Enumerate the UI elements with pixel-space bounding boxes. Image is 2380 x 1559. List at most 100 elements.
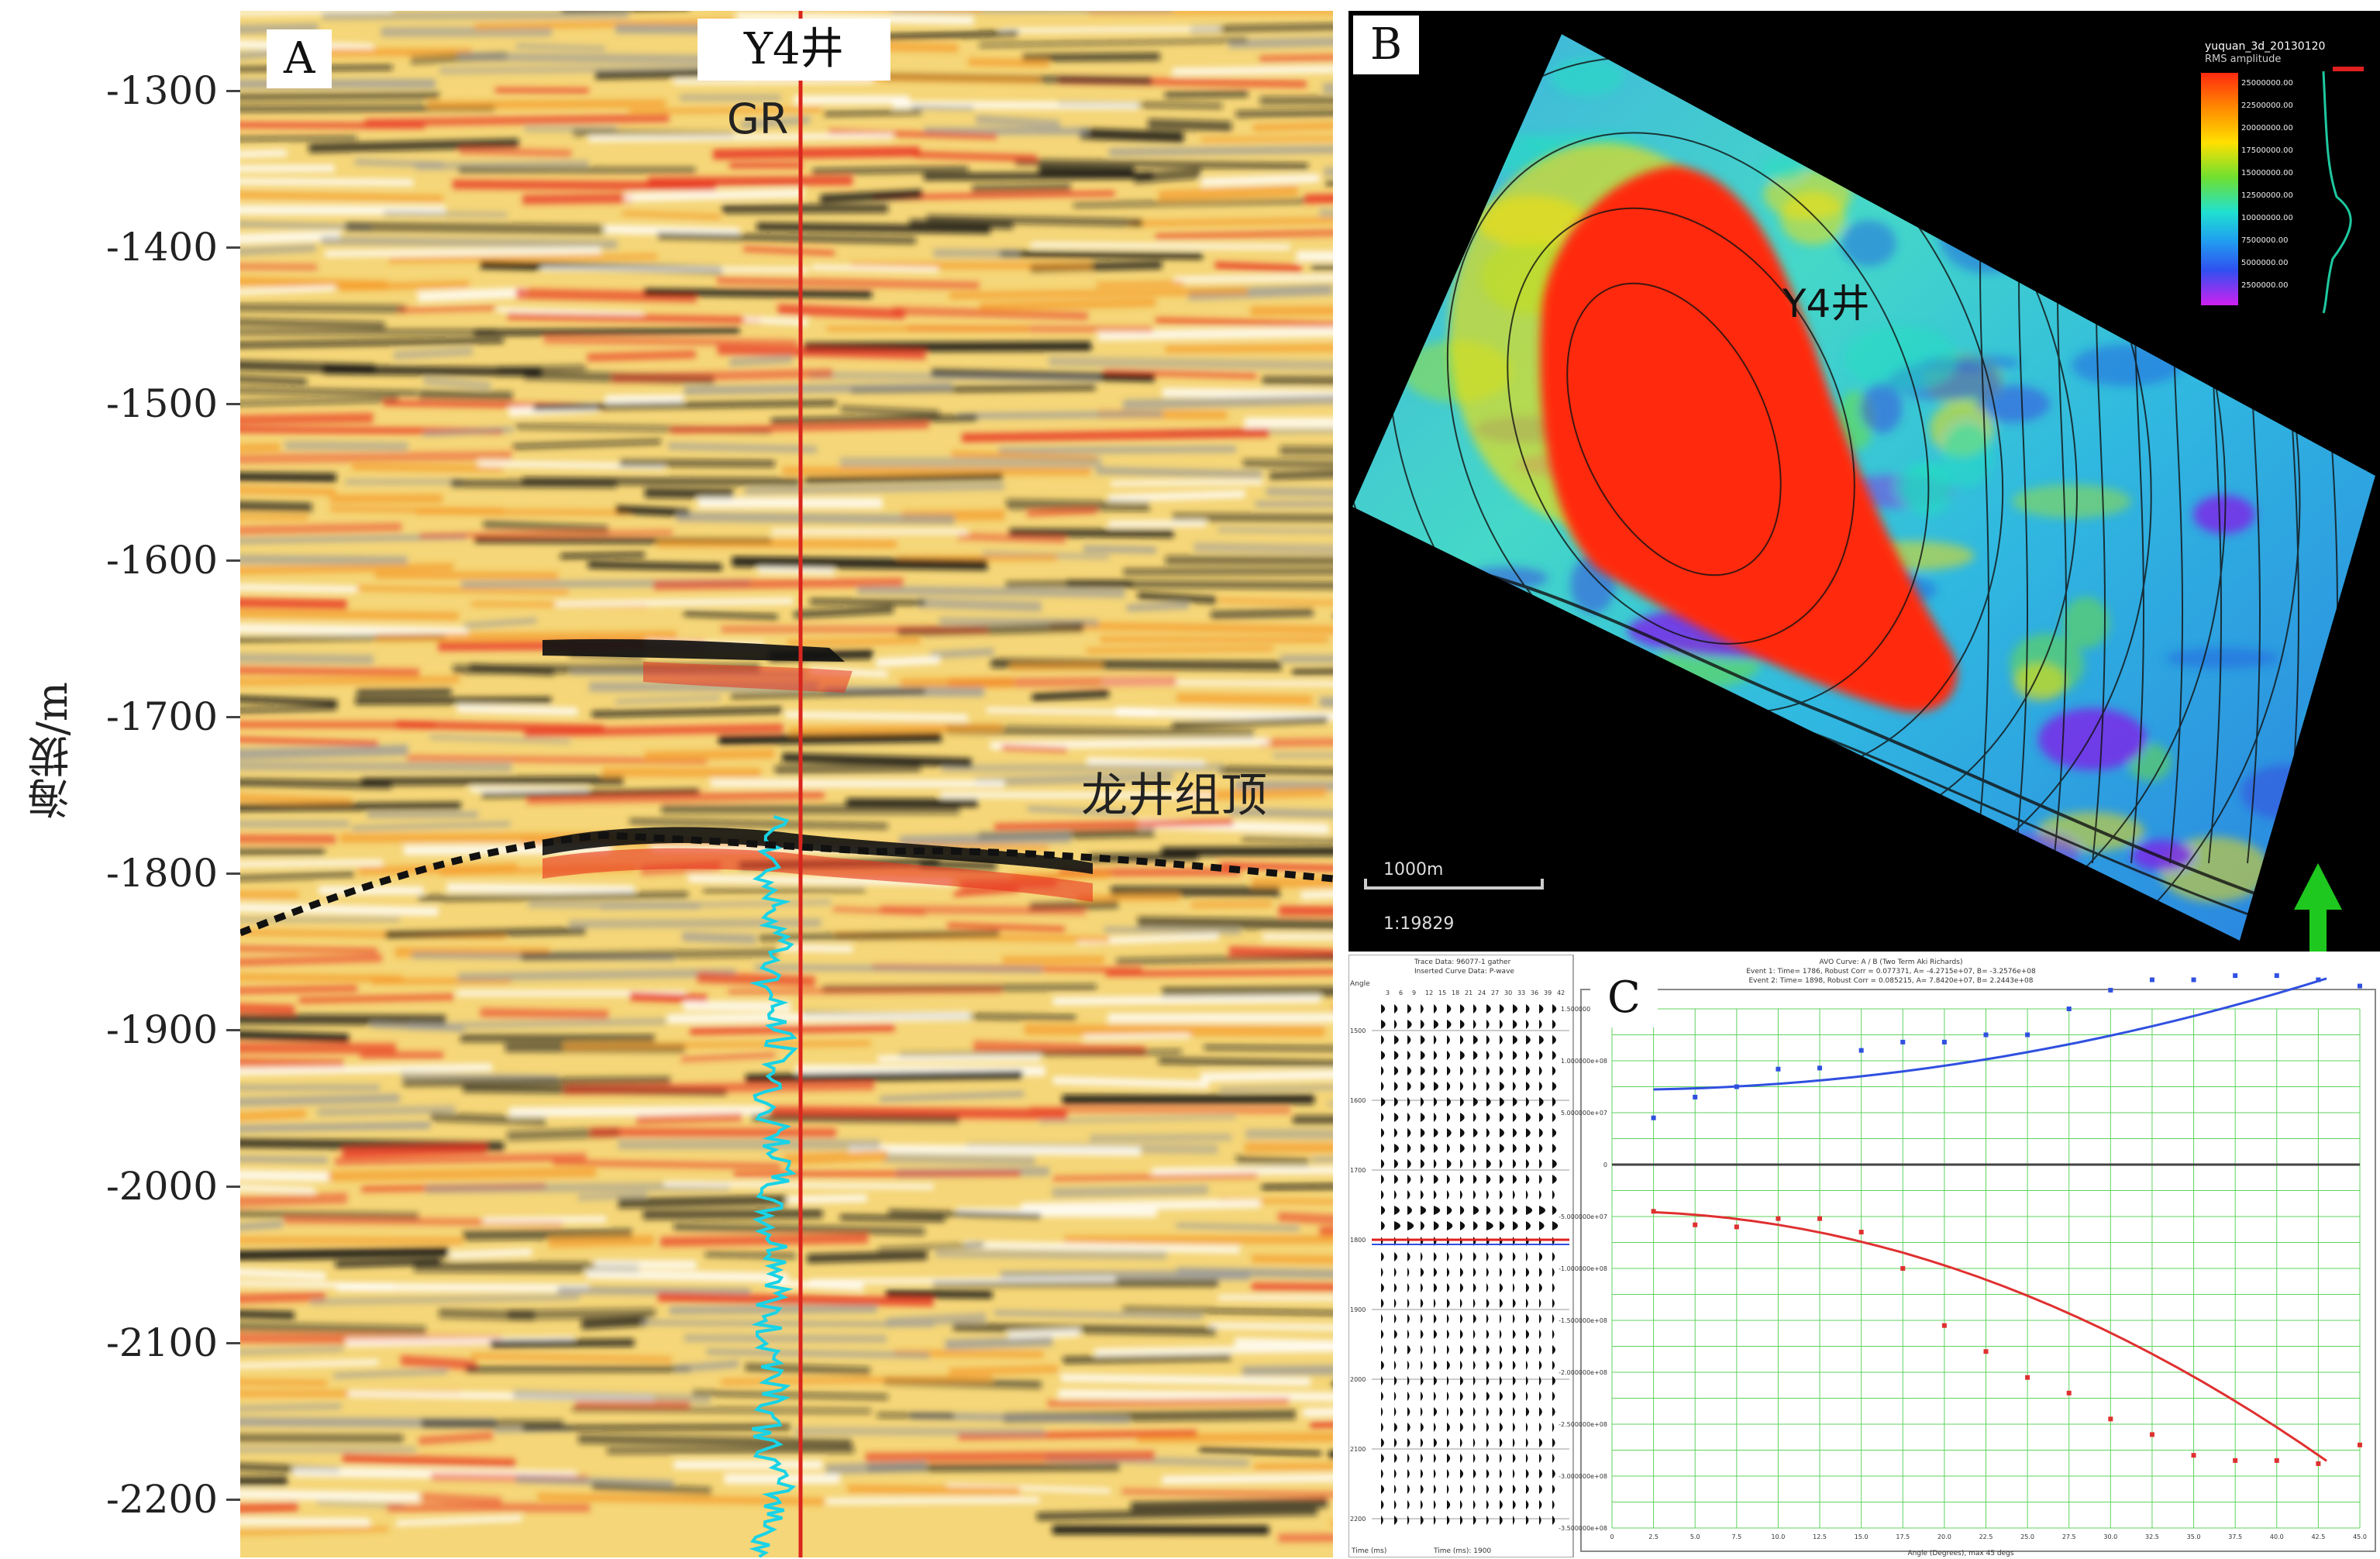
reflection-event: [1280, 446, 1333, 456]
scale-bar-label: 1000m: [1383, 860, 1443, 879]
reflection-event: [675, 1360, 739, 1373]
seismic-wiggle: [1486, 1159, 1491, 1168]
seismic-wiggle: [1500, 1299, 1503, 1308]
seismic-wiggle: [1447, 1252, 1449, 1261]
reflection-event: [1244, 417, 1333, 428]
seismic-wiggle: [1434, 1004, 1437, 1014]
seismic-wiggle: [1539, 1438, 1543, 1447]
seismic-wiggle: [1552, 1144, 1556, 1153]
reflection-event: [1073, 198, 1306, 208]
seismic-wiggle: [1500, 1407, 1503, 1416]
gather-time-tick: 2000: [1350, 1376, 1366, 1383]
reflection-event: [295, 48, 471, 57]
reflection-event: [873, 191, 1115, 201]
seismic-wiggle: [1513, 1252, 1516, 1261]
reflection-event: [924, 11, 983, 12]
reflection-event: [240, 1003, 295, 1015]
reflection-event: [1242, 1365, 1333, 1376]
seismic-wiggle: [1486, 1376, 1490, 1385]
seismic-wiggle: [1447, 1485, 1449, 1494]
seismic-wiggle: [1526, 1516, 1529, 1525]
gr-label: GR: [727, 95, 788, 143]
reflection-event: [1036, 1507, 1317, 1521]
reflection-event: [240, 1169, 332, 1182]
reflection-event: [697, 972, 815, 987]
legend-subtitle: RMS amplitude: [2205, 53, 2281, 65]
reflection-event: [418, 1431, 494, 1445]
reflection-event: [848, 1144, 1141, 1157]
seismic-wiggle: [1394, 1035, 1399, 1044]
reflection-event: [690, 1024, 895, 1036]
reflection-event: [562, 11, 638, 12]
avo-point-lower: [2233, 1457, 2238, 1463]
legend-value: 5000000.00: [2241, 259, 2288, 267]
seismic-wiggle: [1447, 1438, 1450, 1447]
reflection-event: [496, 307, 643, 316]
reflection-event: [1097, 326, 1333, 341]
avo-y-tick: -1.500000e+08: [1559, 1317, 1607, 1324]
seismic-wiggle: [1447, 1283, 1450, 1292]
seismic-wiggle: [1526, 1190, 1528, 1199]
seismic-wiggle: [1394, 1345, 1397, 1354]
reflection-event: [957, 532, 1066, 544]
avo-point-upper: [1900, 1039, 1906, 1044]
seismic-wiggle: [1526, 1020, 1529, 1029]
seismic-wiggle: [1460, 1438, 1462, 1447]
reflection-event: [692, 1390, 888, 1400]
seismic-wiggle: [1513, 1376, 1516, 1385]
seismic-wiggle: [1394, 1392, 1397, 1401]
seismic-wiggle: [1381, 1283, 1384, 1292]
seismic-wiggle: [1407, 1252, 1410, 1261]
seismic-wiggle: [1552, 1392, 1555, 1401]
seismic-wiggle: [1447, 1221, 1453, 1230]
reflection-event: [240, 1475, 288, 1486]
avo-point-upper: [2025, 1032, 2030, 1038]
seismic-wiggle: [1552, 1516, 1555, 1525]
reflection-event: [240, 329, 497, 336]
reflection-event: [396, 1515, 522, 1526]
reflection-event: [1077, 893, 1180, 902]
avo-point-lower: [1734, 1224, 1739, 1230]
reflection-event: [1172, 65, 1333, 76]
seismic-wiggle: [1381, 1159, 1385, 1168]
reflection-event: [1052, 1076, 1209, 1089]
reflection-event: [240, 11, 393, 16]
seismic-wiggle: [1486, 1407, 1489, 1416]
reflection-event: [240, 761, 512, 772]
seismic-wiggle: [1421, 1268, 1424, 1277]
reflection-event: [1262, 375, 1333, 386]
seismic-wiggle: [1407, 1035, 1411, 1044]
reflection-event: [240, 285, 336, 295]
seismic-wiggle: [1460, 1516, 1463, 1525]
seismic-wiggle: [1407, 1361, 1410, 1370]
seismic-wiggle: [1421, 1314, 1423, 1323]
seismic-wiggle: [1513, 1345, 1517, 1354]
seismic-wiggle: [1526, 1097, 1529, 1106]
reflection-event: [1052, 1525, 1269, 1535]
avo-point-lower: [1900, 1266, 1906, 1271]
avo-event2: Event 2: Time= 1898, Robust Corr = 0.085…: [1748, 977, 2033, 985]
reflection-event: [388, 253, 657, 263]
avo-point-lower: [2358, 1442, 2362, 1447]
reflection-event: [456, 989, 687, 996]
reflection-event: [979, 298, 1156, 311]
seismic-wiggle: [1381, 1020, 1386, 1029]
seismic-wiggle: [1447, 1392, 1449, 1401]
seismic-wiggle: [1552, 1407, 1555, 1416]
reflection-event: [809, 598, 925, 606]
reflection-event: [1165, 91, 1249, 98]
reflection-event: [402, 1076, 670, 1087]
gather-subtitle: Inserted Curve Data: P-wave: [1414, 968, 1514, 976]
gather-angle-tick: 27: [1491, 989, 1499, 996]
seismic-wiggle: [1539, 1004, 1544, 1014]
reflection-event: [240, 666, 420, 677]
seismic-wiggle: [1447, 1345, 1449, 1354]
seismic-wiggle: [1434, 1082, 1439, 1091]
seismic-wiggle: [1473, 1516, 1476, 1525]
avo-point-upper: [2066, 1007, 2072, 1011]
avo-x-tick: 15.0: [1855, 1533, 1869, 1540]
seismic-wiggle: [1526, 1423, 1528, 1432]
reflection-event: [564, 1040, 871, 1050]
reflection-event: [240, 1346, 344, 1355]
seismic-wiggle: [1460, 1500, 1462, 1509]
